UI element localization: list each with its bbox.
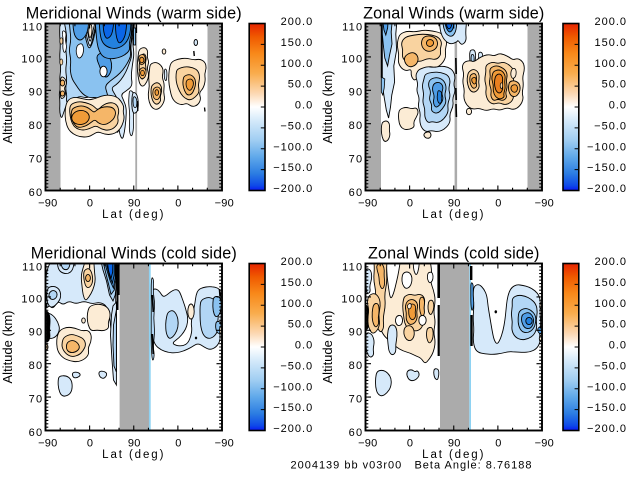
svg-text:100.0: 100.0 <box>594 58 627 70</box>
svg-text:80: 80 <box>349 120 364 132</box>
svg-text:90: 90 <box>29 87 44 99</box>
svg-text:Zonal Winds (warm side): Zonal Winds (warm side) <box>363 5 544 23</box>
svg-text:−90: −90 <box>38 438 57 450</box>
svg-text:−90: −90 <box>535 438 554 450</box>
svg-text:80: 80 <box>29 120 44 132</box>
svg-text:70: 70 <box>349 394 364 406</box>
svg-text:−100.0: −100.0 <box>587 381 627 393</box>
svg-text:90: 90 <box>448 198 461 210</box>
svg-text:70: 70 <box>349 154 364 166</box>
svg-text:100.0: 100.0 <box>281 58 314 70</box>
svg-text:Meridional Winds (cold side): Meridional Winds (cold side) <box>31 245 237 263</box>
svg-text:−100.0: −100.0 <box>587 141 627 153</box>
svg-text:−100.0: −100.0 <box>273 381 313 393</box>
svg-text:Altitude (km): Altitude (km) <box>0 71 15 144</box>
svg-text:100.0: 100.0 <box>281 298 314 310</box>
svg-text:−150.0: −150.0 <box>587 162 627 174</box>
svg-text:0: 0 <box>495 438 501 450</box>
svg-text:−200.0: −200.0 <box>587 183 627 195</box>
svg-text:60: 60 <box>349 427 364 439</box>
svg-text:90: 90 <box>128 198 141 210</box>
svg-text:90: 90 <box>128 438 141 450</box>
svg-text:0: 0 <box>87 198 93 210</box>
svg-text:110: 110 <box>342 21 363 33</box>
svg-text:90: 90 <box>349 87 364 99</box>
svg-text:110: 110 <box>22 21 43 33</box>
svg-text:100: 100 <box>21 293 43 305</box>
svg-text:150.0: 150.0 <box>281 277 314 289</box>
svg-text:200.0: 200.0 <box>281 256 314 268</box>
svg-text:Lat (deg): Lat (deg) <box>422 209 485 221</box>
svg-text:Altitude (km): Altitude (km) <box>320 71 335 144</box>
svg-text:Altitude (km): Altitude (km) <box>320 311 335 384</box>
svg-text:60: 60 <box>29 427 44 439</box>
svg-text:−50.0: −50.0 <box>594 360 627 372</box>
svg-text:−90: −90 <box>535 198 554 210</box>
svg-text:0: 0 <box>87 438 93 450</box>
svg-text:−90: −90 <box>358 438 377 450</box>
svg-text:2004139 bb v03r00 Beta Angle: 2004139 bb v03r00 Beta Angle: 8.76188 <box>290 460 532 472</box>
svg-text:110: 110 <box>342 261 363 273</box>
svg-text:−150.0: −150.0 <box>587 402 627 414</box>
svg-text:0: 0 <box>407 198 413 210</box>
svg-text:0: 0 <box>175 198 181 210</box>
svg-text:−50.0: −50.0 <box>280 120 313 132</box>
svg-text:60: 60 <box>349 187 364 199</box>
svg-text:−200.0: −200.0 <box>587 423 627 435</box>
svg-text:0.0: 0.0 <box>295 100 313 112</box>
svg-text:0: 0 <box>407 438 413 450</box>
svg-text:−90: −90 <box>215 198 234 210</box>
svg-text:−150.0: −150.0 <box>273 162 313 174</box>
svg-text:0.0: 0.0 <box>295 340 313 352</box>
svg-text:100.0: 100.0 <box>594 298 627 310</box>
svg-text:0.0: 0.0 <box>609 100 627 112</box>
svg-text:90: 90 <box>448 438 461 450</box>
svg-text:Altitude (km): Altitude (km) <box>0 311 15 384</box>
svg-text:−90: −90 <box>358 198 377 210</box>
svg-text:Zonal Winds (cold side): Zonal Winds (cold side) <box>368 245 539 263</box>
svg-text:50.0: 50.0 <box>602 319 627 331</box>
svg-text:−90: −90 <box>215 438 234 450</box>
svg-text:−200.0: −200.0 <box>273 423 313 435</box>
svg-text:60: 60 <box>29 187 44 199</box>
svg-text:90: 90 <box>349 327 364 339</box>
svg-text:−90: −90 <box>38 198 57 210</box>
svg-text:−200.0: −200.0 <box>273 183 313 195</box>
svg-text:100: 100 <box>341 53 363 65</box>
svg-text:100: 100 <box>341 293 363 305</box>
svg-text:90: 90 <box>29 327 44 339</box>
svg-text:Lat (deg): Lat (deg) <box>422 449 485 461</box>
svg-text:200.0: 200.0 <box>594 16 627 28</box>
svg-text:70: 70 <box>29 394 44 406</box>
svg-text:200.0: 200.0 <box>594 256 627 268</box>
svg-text:70: 70 <box>29 154 44 166</box>
svg-text:−50.0: −50.0 <box>280 360 313 372</box>
svg-text:−100.0: −100.0 <box>273 141 313 153</box>
svg-text:150.0: 150.0 <box>594 37 627 49</box>
svg-text:110: 110 <box>22 261 43 273</box>
svg-text:50.0: 50.0 <box>288 319 313 331</box>
svg-text:−50.0: −50.0 <box>594 120 627 132</box>
svg-text:50.0: 50.0 <box>602 79 627 91</box>
svg-text:Lat (deg): Lat (deg) <box>102 449 165 461</box>
svg-text:0.0: 0.0 <box>609 340 627 352</box>
svg-text:0: 0 <box>175 438 181 450</box>
svg-text:Lat (deg): Lat (deg) <box>102 209 165 221</box>
svg-text:−150.0: −150.0 <box>273 402 313 414</box>
svg-text:150.0: 150.0 <box>281 37 314 49</box>
svg-text:80: 80 <box>29 360 44 372</box>
svg-text:Meridional Winds (warm side): Meridional Winds (warm side) <box>26 5 242 23</box>
svg-text:0: 0 <box>495 198 501 210</box>
svg-text:150.0: 150.0 <box>594 277 627 289</box>
svg-text:50.0: 50.0 <box>288 79 313 91</box>
svg-text:100: 100 <box>21 53 43 65</box>
svg-text:80: 80 <box>349 360 364 372</box>
svg-text:200.0: 200.0 <box>281 16 314 28</box>
